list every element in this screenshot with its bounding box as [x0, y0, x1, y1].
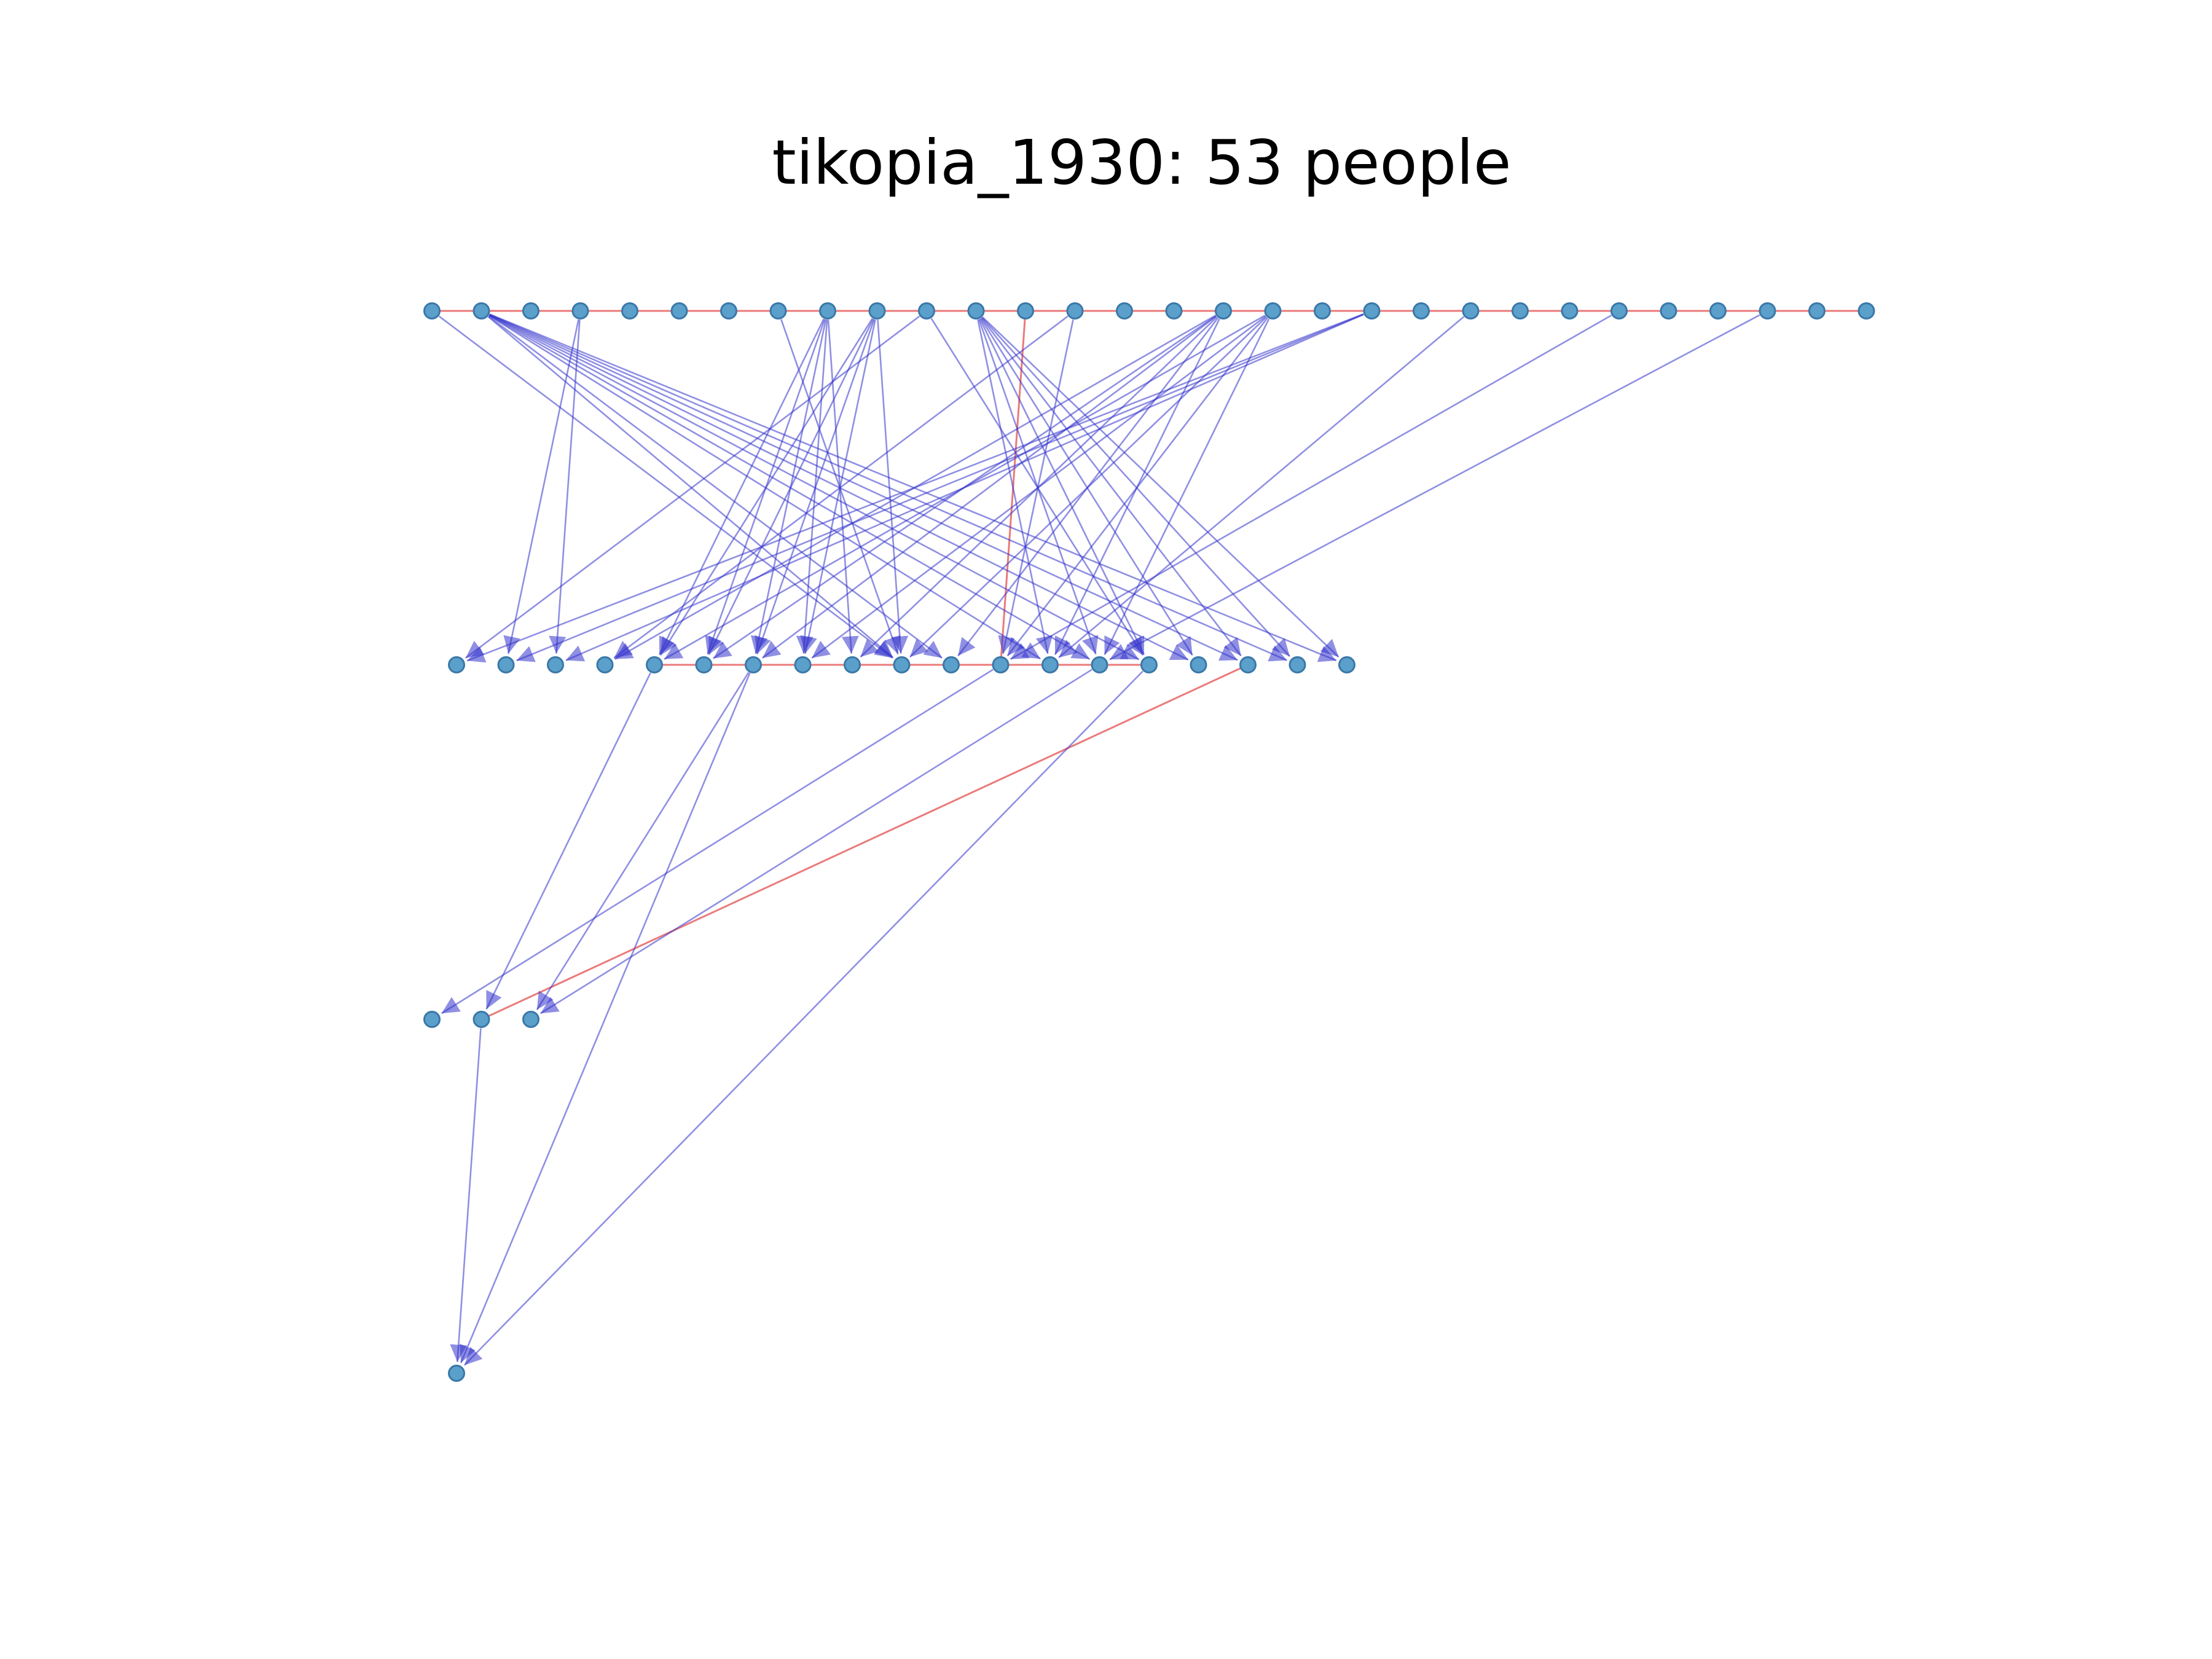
page-title: tikopia_1930: 53 people: [772, 127, 1512, 198]
person-node: [1314, 302, 1331, 320]
person-node: [1264, 302, 1282, 320]
person-node: [1116, 302, 1133, 320]
parent-child-edge: [489, 313, 1337, 662]
parent-child-edge: [980, 318, 1193, 656]
person-node: [473, 302, 490, 320]
parent-child-edge: [981, 317, 1242, 657]
person-node: [1239, 656, 1257, 673]
person-node: [646, 656, 663, 673]
person-node: [992, 656, 1010, 673]
person-node: [1165, 302, 1183, 320]
person-node: [1288, 656, 1306, 673]
person-node: [1660, 302, 1677, 320]
parent-child-edges: [438, 313, 1760, 1366]
person-node: [695, 656, 713, 673]
person-node: [1462, 302, 1480, 320]
person-node: [1066, 302, 1084, 320]
parent-child-edge: [1104, 318, 1270, 655]
person-node: [1338, 656, 1355, 673]
parent-child-edge: [909, 316, 1267, 658]
parent-child-edge: [658, 318, 825, 655]
person-node: [1610, 302, 1628, 320]
parent-child-edge: [488, 315, 943, 659]
person-node: [868, 302, 886, 320]
person-node: [918, 302, 935, 320]
person-node: [794, 656, 812, 673]
person-node: [967, 302, 985, 320]
parent-child-edge: [488, 315, 1041, 660]
parent-child-edge: [536, 672, 750, 1011]
parent-child-edge: [549, 320, 581, 654]
parent-child-edge: [565, 313, 1364, 662]
person-node: [448, 656, 465, 673]
parent-child-edge: [1058, 316, 1465, 659]
parent-child-edge: [450, 1028, 482, 1362]
person-node: [596, 656, 614, 673]
parent-child-edge: [613, 315, 1069, 659]
parent-child-edge: [485, 672, 651, 1010]
person-node: [423, 302, 441, 320]
person-node: [1363, 302, 1381, 320]
parent-child-edge: [488, 314, 1140, 661]
person-node: [1041, 656, 1059, 673]
parent-child-edge: [761, 315, 1217, 659]
person-node: [1140, 656, 1158, 673]
parent-child-edge: [438, 315, 893, 659]
parent-child-edge: [659, 318, 873, 656]
parent-child-edge: [488, 314, 1189, 661]
person-node: [621, 302, 638, 320]
person-node: [769, 302, 787, 320]
person-node: [1215, 302, 1232, 320]
person-node: [497, 656, 515, 673]
parent-child-edge: [755, 319, 875, 654]
person-node: [423, 1011, 441, 1028]
person-node: [522, 1011, 539, 1028]
parent-child-edge: [516, 313, 1364, 662]
parent-child-edge: [981, 316, 1291, 657]
person-node: [1512, 302, 1529, 320]
parent-child-edge: [489, 313, 1238, 661]
parent-child-edge: [465, 315, 920, 659]
person-node: [1759, 302, 1776, 320]
person-node: [547, 656, 564, 673]
person-node: [745, 656, 762, 673]
person-node: [571, 302, 589, 320]
person-node: [720, 302, 737, 320]
person-node: [670, 302, 688, 320]
person-nodes: [423, 302, 1875, 1382]
parent-child-edge: [503, 319, 579, 654]
parent-child-edge: [811, 315, 1266, 659]
parent-child-edge: [708, 318, 874, 655]
person-node: [893, 656, 911, 673]
parent-child-edge: [488, 315, 1091, 660]
parent-child-edge: [1109, 314, 1760, 661]
parent-child-edge: [489, 313, 1288, 662]
person-node: [1413, 302, 1430, 320]
person-node: [1857, 302, 1875, 320]
parent-child-edge: [487, 316, 894, 659]
person-node: [844, 656, 861, 673]
person-node: [448, 1365, 465, 1382]
parent-child-edge: [540, 669, 1092, 1014]
person-node: [1190, 656, 1207, 673]
person-node: [943, 656, 960, 673]
parent-child-edge: [877, 320, 909, 654]
parent-child-edge: [460, 672, 751, 1363]
parent-child-edge: [1010, 315, 1612, 660]
parent-child-edge: [800, 319, 876, 654]
person-node: [819, 302, 836, 320]
person-node: [473, 1011, 490, 1028]
person-node: [1808, 302, 1826, 320]
person-node: [1017, 302, 1034, 320]
person-node: [1091, 656, 1108, 673]
person-node: [1561, 302, 1579, 320]
person-node: [1709, 302, 1727, 320]
spouse-edge: [480, 664, 1249, 1021]
person-node: [522, 302, 539, 320]
parent-child-edge: [982, 316, 1339, 658]
parent-child-edge: [441, 669, 994, 1014]
parent-child-edge: [464, 670, 1143, 1366]
parent-child-edge: [466, 313, 1364, 663]
